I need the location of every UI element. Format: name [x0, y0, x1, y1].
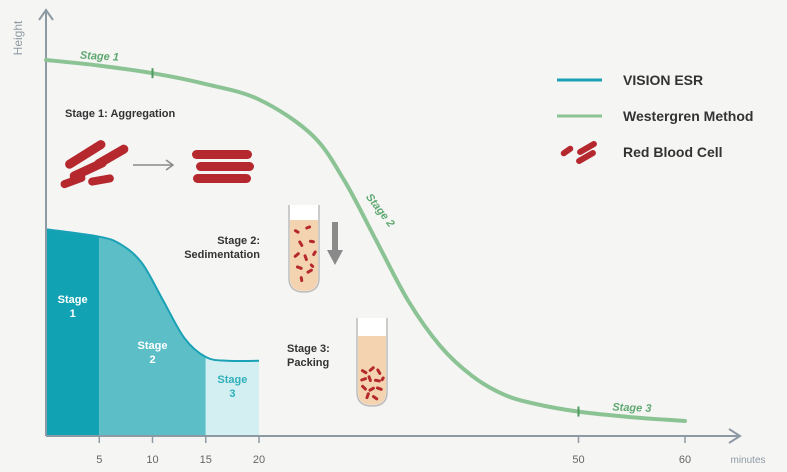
legend-rbc-icon	[560, 141, 597, 164]
sedimentation-tube-icon	[288, 205, 320, 293]
stage-1-aggregation-label: Stage 1: Aggregation	[65, 108, 175, 120]
vision-esr-stage-1-label: Stage	[58, 294, 88, 306]
rbc-stacked-icon	[192, 150, 254, 183]
vision-esr-stage-2-number: 2	[149, 354, 155, 366]
vision-esr-stage-1-number: 1	[70, 308, 76, 320]
x-axis-arrow	[728, 428, 742, 444]
westergren-line	[44, 58, 687, 423]
westergren-stage-ticks	[151, 68, 580, 417]
y-axis-label: Height	[11, 20, 25, 55]
x-tick-label-5: 5	[96, 454, 102, 466]
x-tick-label-15: 15	[200, 454, 212, 466]
stage-2-sedimentation-label-line-1: Stage 2:	[217, 235, 260, 247]
sedimentation-down-arrow-icon	[327, 222, 343, 265]
legend-vision-esr-label: VISION ESR	[623, 72, 703, 88]
vision-esr-stage-3-number: 3	[229, 388, 235, 400]
x-tick-label-20: 20	[253, 454, 265, 466]
rbc-scattered-icon	[60, 140, 129, 189]
x-tick-label-50: 50	[572, 454, 584, 466]
legend: VISION ESR Westergren Method Red Blood C…	[557, 72, 753, 164]
vision-esr-stage-3-label: Stage	[217, 374, 247, 386]
vision-esr-line	[45, 228, 260, 363]
vision-esr-stage-2-label: Stage	[138, 340, 168, 352]
y-axis-arrow	[38, 8, 54, 21]
aggregation-arrow-icon	[133, 159, 175, 171]
legend-westergren-label: Westergren Method	[623, 108, 753, 124]
packing-tube-icon	[356, 318, 388, 407]
westergren-stage-3-label: Stage 3	[612, 402, 652, 415]
stage-3-packing-label-line-2: Packing	[287, 357, 329, 369]
x-tick-label-10: 10	[146, 454, 158, 466]
x-tick-label-60: 60	[679, 454, 691, 466]
westergren-stage-1-label: Stage 1	[80, 50, 120, 64]
vision-esr-stage-1-band	[46, 229, 100, 436]
vision-esr-stage-labels: Stage 1 Stage 2 Stage 3	[58, 294, 248, 400]
legend-rbc-label: Red Blood Cell	[623, 144, 723, 160]
x-axis-label: minutes	[730, 455, 765, 466]
stage-3-packing-label-line-1: Stage 3:	[287, 343, 330, 355]
stage-2-sedimentation-label-line-2: Sedimentation	[184, 249, 260, 261]
x-axis-ticks: 5 10 15 20 50 60	[96, 436, 691, 466]
